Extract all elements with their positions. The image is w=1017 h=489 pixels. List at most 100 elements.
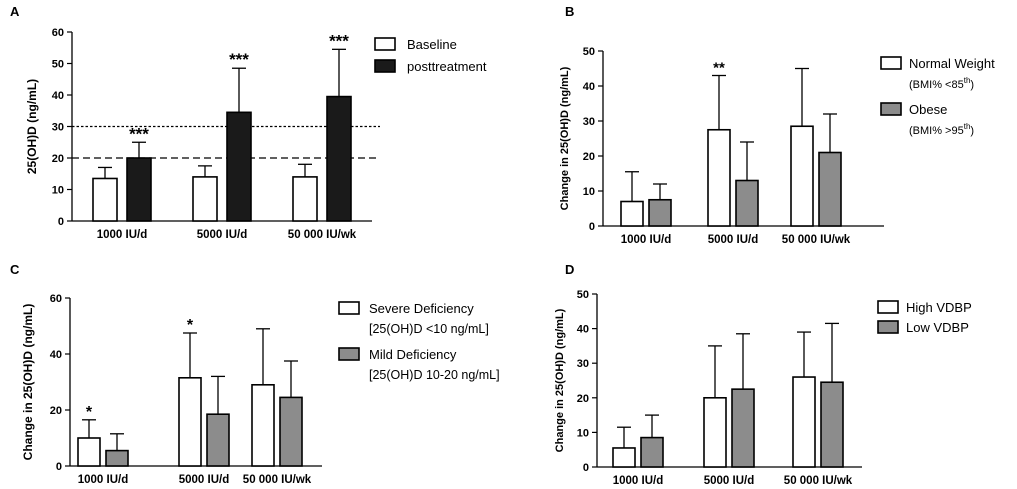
legend-label: Mild Deficiency	[369, 347, 457, 362]
legend-label: Baseline	[407, 37, 457, 52]
legend-sublabel-text: [25(OH)D 10-20 ng/mL]	[369, 368, 500, 382]
y-tick-label: 50	[577, 289, 589, 301]
legend-swatch	[877, 320, 899, 334]
y-axis-label: Change in 25(OH)D (ng/mL)	[554, 308, 566, 452]
x-tick-label: 50 000 IU/wk	[288, 229, 357, 241]
y-tick-label: 30	[52, 122, 64, 134]
bar-normal-weight	[707, 128, 731, 227]
y-tick-label: 0	[583, 462, 589, 474]
bar-low-vdbp	[640, 436, 664, 468]
y-tick-label: 40	[583, 81, 595, 93]
y-tick-label: 40	[52, 90, 64, 102]
y-tick-label: 50	[52, 59, 64, 71]
bar-baseline	[292, 176, 318, 222]
bar-baseline	[92, 177, 118, 222]
y-tick-label: 30	[583, 116, 595, 128]
bar-mild-deficiency	[105, 449, 129, 467]
panel-d: D 0 10 20 30 40 50 Change in 25(OH)D (ng/mL) 100…	[554, 262, 972, 487]
bar-posttreatment	[226, 111, 252, 222]
legend-sublabel-text: (BMI% <85	[909, 79, 964, 91]
significance-annotation: ***	[329, 31, 349, 50]
y-axis-label: 25(OH)D (ng/mL)	[25, 79, 39, 174]
significance-annotation: ***	[229, 50, 249, 69]
bar-severe-deficiency	[77, 437, 101, 467]
legend-label: High VDBP	[906, 300, 972, 315]
bar-mild-deficiency	[206, 413, 230, 467]
x-tick-label: 5000 IU/d	[704, 475, 755, 487]
bar-high-vdbp	[612, 447, 636, 468]
legend-swatch	[374, 37, 396, 51]
significance-annotation: ***	[129, 124, 149, 143]
y-tick-label: 10	[577, 427, 589, 439]
bar-severe-deficiency	[251, 383, 275, 467]
y-tick-label: 60	[50, 293, 62, 305]
panel-label: A	[10, 4, 20, 19]
bar-baseline	[192, 176, 218, 222]
panel-c: C 0 20 40 60 Change in 25(OH)D (ng/mL) * * 1000 …	[10, 262, 500, 486]
legend-swatch	[338, 347, 360, 361]
bar-normal-weight	[790, 125, 814, 227]
legend-label: Severe Deficiency	[369, 301, 474, 316]
x-tick-label: 50 000 IU/wk	[782, 234, 851, 246]
legend-superscript: th	[964, 76, 971, 85]
y-tick-label: 50	[583, 46, 595, 58]
y-tick-label: 0	[58, 216, 64, 228]
y-tick-label: 0	[56, 461, 62, 473]
y-tick-label: 20	[583, 151, 595, 163]
y-tick-label: 20	[50, 405, 62, 417]
legend-swatch	[880, 56, 902, 70]
legend-swatch	[877, 300, 899, 314]
legend-label: Low VDBP	[906, 320, 969, 335]
panel-label: B	[565, 4, 574, 19]
legend-sublabel-text: [25(OH)D <10 ng/mL]	[369, 322, 489, 336]
x-tick-label: 1000 IU/d	[97, 229, 148, 241]
y-tick-label: 20	[52, 153, 64, 165]
bar-posttreatment	[126, 157, 152, 222]
significance-annotation: **	[713, 60, 725, 77]
x-tick-label: 50 000 IU/wk	[784, 475, 853, 487]
legend-sublabel: [25(OH)D <10 ng/mL]	[369, 322, 489, 336]
bar-obese	[818, 151, 842, 227]
legend-close-paren: )	[970, 79, 974, 91]
legend-swatch	[880, 102, 902, 116]
panel-label: C	[10, 262, 20, 277]
legend-sublabel: (BMI% <85th)	[909, 76, 974, 91]
legend-close-paren: )	[970, 125, 974, 137]
bar-obese	[648, 198, 672, 227]
y-tick-label: 60	[52, 27, 64, 39]
panel-a: A 0 10 20 30 40 50 60 25(OH)D (ng/mL) *** *** *** 10…	[10, 4, 487, 241]
panel-b: B 0 10 20 30 40 50 Change in 25(OH)D (ng/mL) ** 1…	[559, 4, 995, 246]
significance-annotation: *	[187, 317, 194, 334]
bar-high-vdbp	[703, 396, 727, 468]
x-tick-label: 5000 IU/d	[197, 229, 248, 241]
legend-superscript: th	[964, 122, 971, 131]
bar-mild-deficiency	[279, 396, 303, 467]
y-tick-label: 10	[52, 185, 64, 197]
x-tick-label: 1000 IU/d	[621, 234, 672, 246]
bar-low-vdbp	[820, 381, 844, 468]
y-tick-label: 0	[589, 221, 595, 233]
legend-swatch	[338, 301, 360, 315]
y-tick-label: 20	[577, 393, 589, 405]
legend-sublabel: (BMI% >95th)	[909, 122, 974, 137]
x-tick-label: 5000 IU/d	[708, 234, 759, 246]
bar-normal-weight	[620, 200, 644, 227]
panel-label: D	[565, 262, 574, 277]
x-tick-label: 5000 IU/d	[179, 474, 230, 486]
x-tick-label: 50 000 IU/wk	[243, 474, 312, 486]
x-tick-label: 1000 IU/d	[78, 474, 129, 486]
y-axis-label: Change in 25(OH)D (ng/mL)	[21, 304, 35, 461]
y-axis-label: Change in 25(OH)D (ng/mL)	[559, 66, 571, 210]
bar-low-vdbp	[731, 388, 755, 468]
bar-posttreatment	[326, 95, 352, 222]
legend-swatch	[374, 59, 396, 73]
legend-label: Normal Weight	[909, 56, 995, 71]
x-tick-label: 1000 IU/d	[613, 475, 664, 487]
y-tick-label: 40	[577, 324, 589, 336]
legend-label: Obese	[909, 102, 947, 117]
legend-sublabel: [25(OH)D 10-20 ng/mL]	[369, 368, 500, 382]
y-tick-label: 40	[50, 349, 62, 361]
bar-high-vdbp	[792, 376, 816, 468]
bar-obese	[735, 179, 759, 227]
